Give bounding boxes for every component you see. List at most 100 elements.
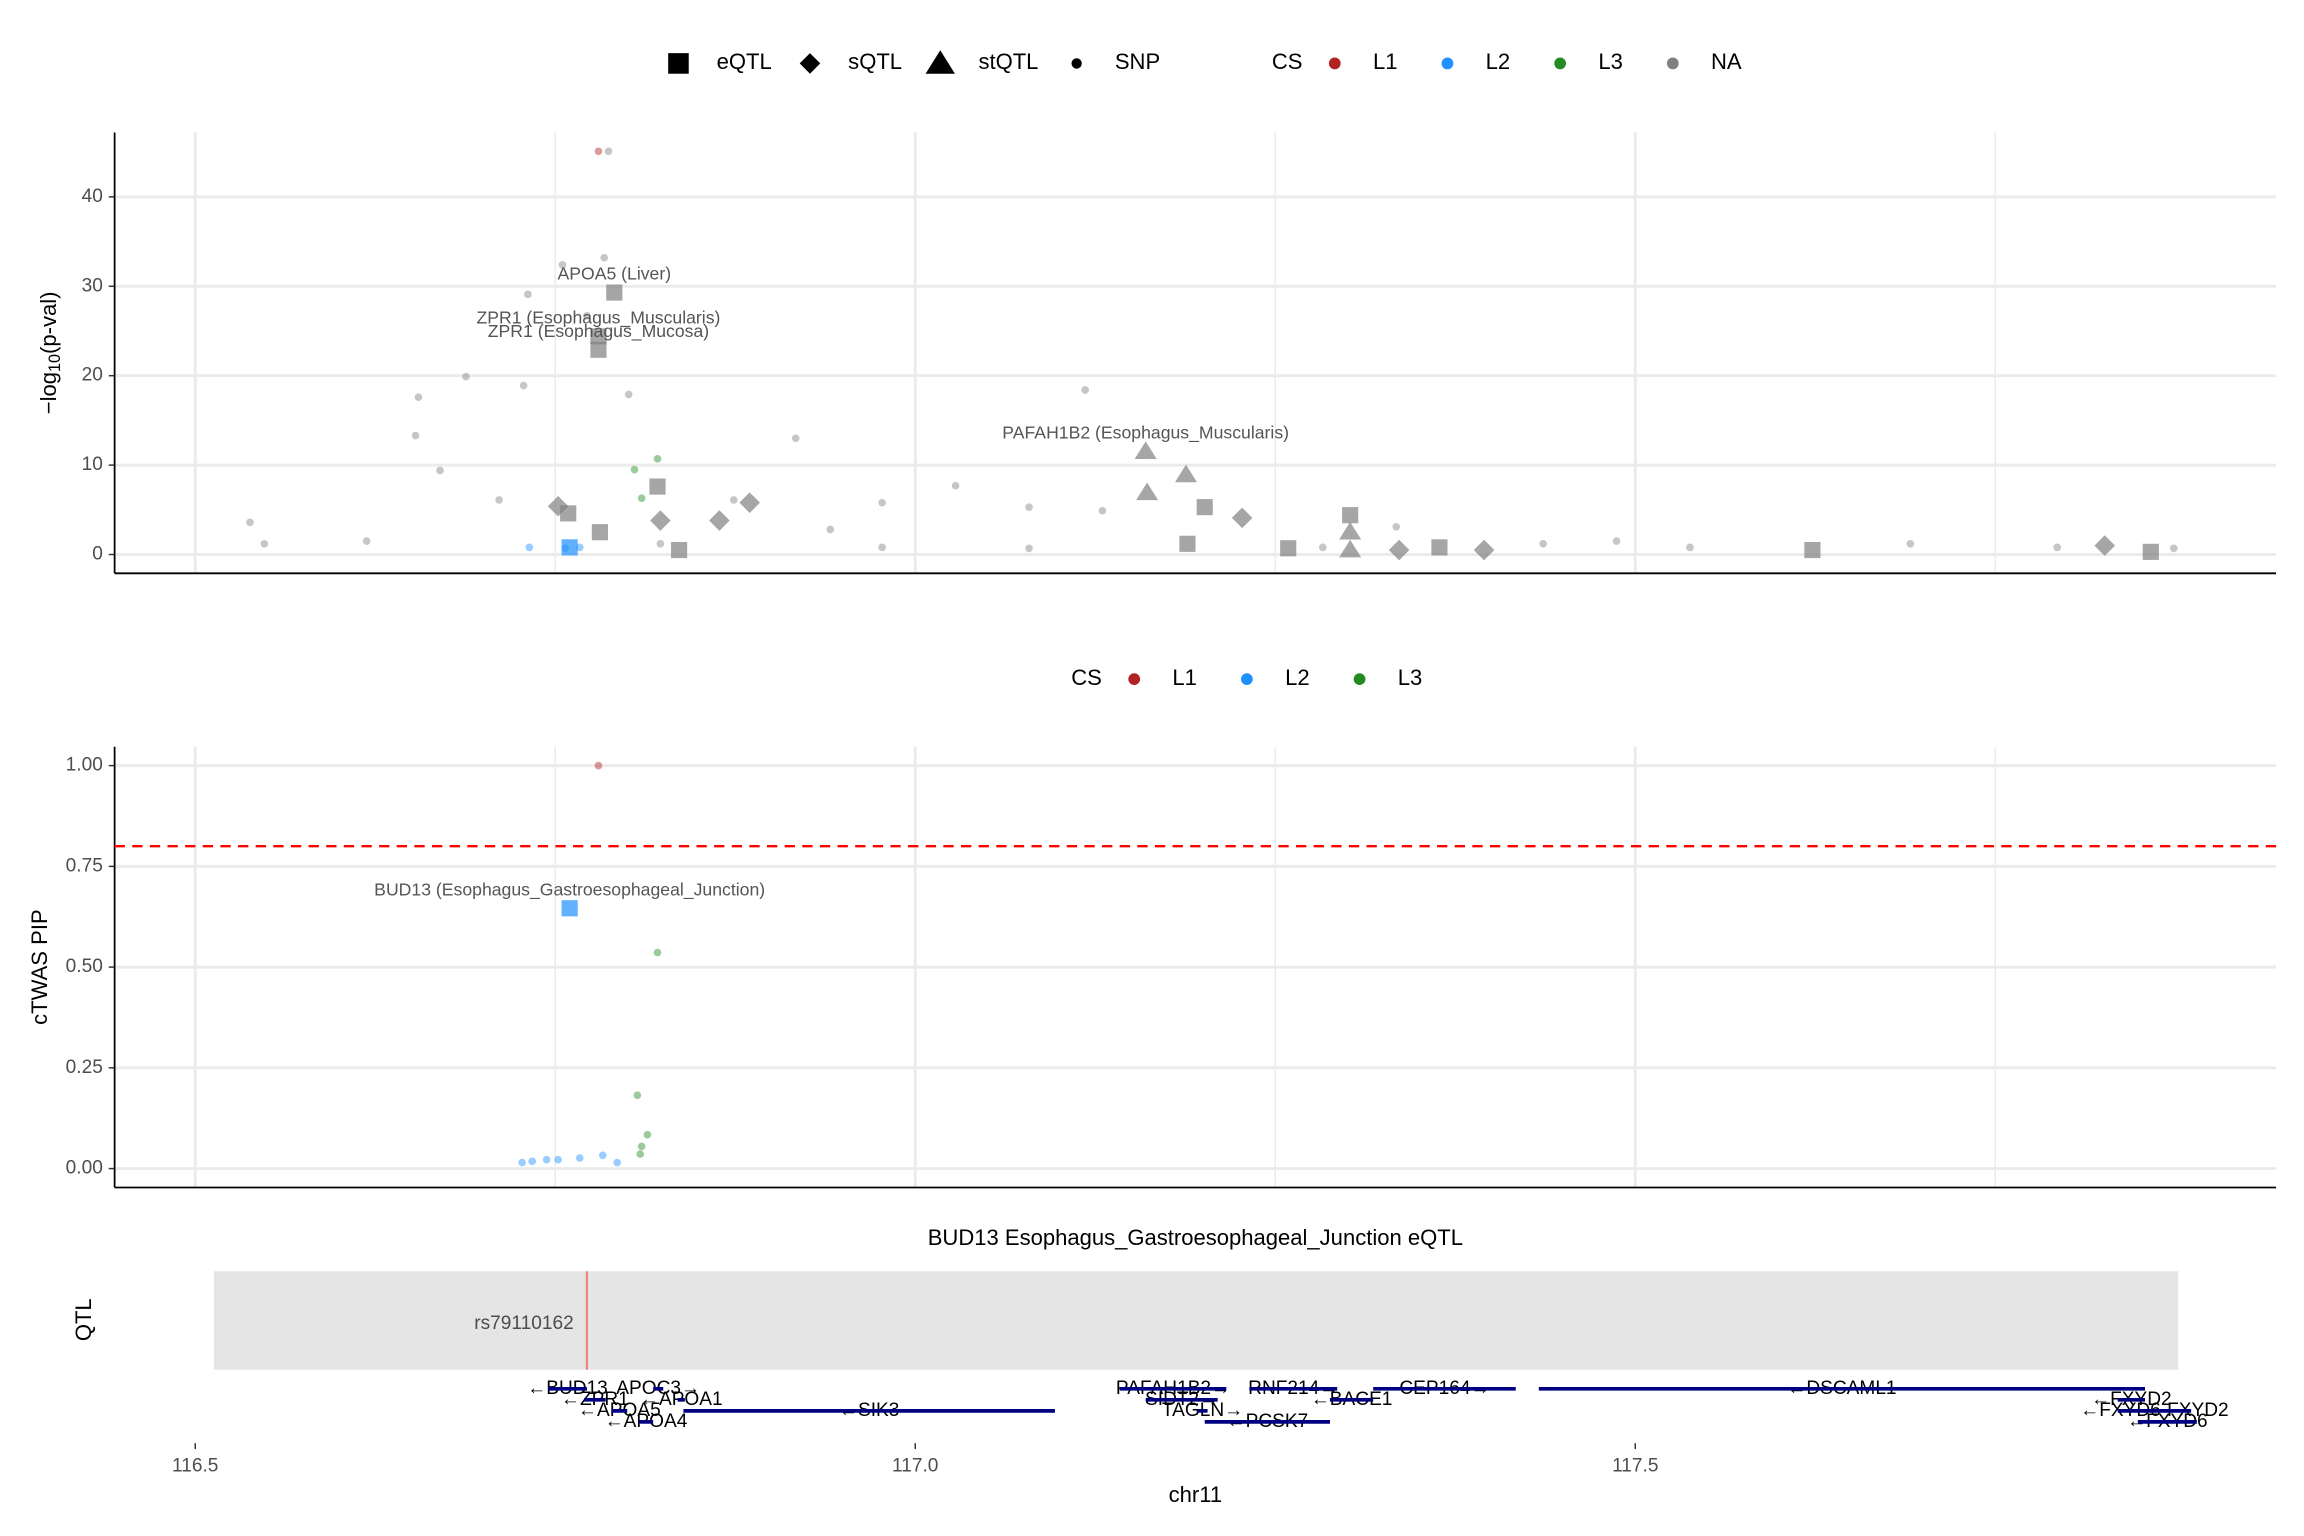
legend-title: CS	[1272, 49, 1303, 74]
sqtl-point	[547, 495, 569, 517]
y-tick-label: 10	[82, 454, 103, 475]
snp-point	[528, 1157, 537, 1166]
legend-label: L2	[1486, 49, 1511, 74]
sqtl-point	[739, 492, 760, 513]
stqtl-point	[1134, 441, 1157, 460]
legend-label: L1	[1373, 49, 1398, 74]
annotation: ZPR1 (Esophagus_Mucosa)	[488, 321, 709, 342]
legend-label: L2	[1285, 665, 1310, 690]
snp-point	[630, 465, 639, 474]
snp-point	[1318, 543, 1327, 552]
annotation: ZPR1 (Esophagus_Muscularis)	[476, 307, 720, 328]
snp-point	[604, 147, 613, 156]
legend-key	[1071, 58, 1082, 69]
x-tick-label: 116.5	[172, 1456, 218, 1477]
legend-key	[1554, 57, 1567, 70]
y-tick-label: 1.00	[66, 755, 103, 776]
snp-point	[462, 372, 470, 381]
legend-label: NA	[1711, 49, 1742, 74]
eqtl-point	[1804, 541, 1821, 559]
legend-key	[1328, 57, 1341, 70]
snp-point	[598, 1151, 607, 1160]
sqtl-point	[650, 510, 671, 531]
panel-title: BUD13 Esophagus_Gastroesophageal_Junctio…	[928, 1225, 1463, 1250]
snp-point	[878, 498, 886, 507]
y-tick-label: 0.25	[66, 1057, 103, 1078]
snp-point	[643, 1130, 652, 1139]
annotation: PAFAH1B2 (Esophagus_Muscularis)	[1002, 423, 1289, 444]
sqtl-point	[1231, 507, 1253, 529]
snp-point	[575, 543, 584, 552]
snp-point	[495, 496, 503, 504]
eqtl-point	[561, 900, 578, 917]
annotation: BUD13 (Esophagus_Gastroesophageal_Juncti…	[374, 879, 765, 900]
legend-label: L3	[1398, 665, 1423, 690]
y-axis-title-part: −log	[36, 372, 61, 414]
snp-point	[826, 525, 835, 534]
snp-point	[583, 311, 591, 320]
legend-title: CS	[1071, 665, 1102, 690]
snp-point	[542, 1155, 551, 1164]
legend-label: L1	[1172, 665, 1197, 690]
snp-point	[878, 543, 886, 552]
snp-point	[518, 1158, 526, 1167]
legend-label: stQTL	[978, 49, 1038, 74]
legend-label: L3	[1598, 49, 1623, 74]
eqtl-point	[671, 541, 688, 559]
y-tick-label: 0.50	[66, 956, 103, 977]
y-tick-label: 20	[82, 365, 103, 386]
snp-point	[1081, 386, 1090, 394]
legend-key	[1241, 673, 1253, 685]
legend: eQTL sQTL stQTL SNP CS L1 L2 L3 NA	[668, 49, 1742, 74]
y-tick-label: 30	[82, 275, 103, 296]
eqtl-point	[590, 328, 607, 345]
snp-point	[653, 455, 662, 463]
eqtl-point	[606, 284, 623, 301]
snp-point	[633, 1091, 642, 1100]
y-tick-label: 0	[92, 544, 103, 565]
snp-point	[260, 539, 269, 548]
legend-key	[668, 53, 689, 74]
snp-label: rs79110162	[474, 1313, 573, 1334]
legend-key	[1441, 57, 1454, 70]
eqtl-point	[591, 524, 608, 541]
sqtl-point	[1388, 539, 1410, 561]
snp-point	[436, 466, 444, 475]
legend-key	[1128, 673, 1141, 685]
eqtl-point	[2142, 543, 2159, 560]
y-tick-label: 40	[82, 186, 103, 207]
snp-point	[362, 537, 371, 545]
y-tick-label: 0.00	[66, 1158, 103, 1179]
snp-point	[2170, 544, 2178, 553]
snp-point	[554, 1155, 562, 1164]
x-tick-label: 117.0	[892, 1456, 938, 1477]
snp-point	[558, 261, 567, 269]
y-axis-title-part: 10	[46, 354, 64, 372]
snp-point	[1025, 503, 1033, 511]
snp-point	[637, 1142, 646, 1151]
snp-point	[575, 1154, 584, 1162]
sqtl-point	[2094, 535, 2116, 556]
snp-point	[1392, 522, 1401, 531]
stqtl-point	[1136, 482, 1159, 501]
snp-point	[637, 494, 646, 503]
x-axis-title: chr11	[1169, 1482, 1222, 1507]
y-axis-title: cTWAS PIP	[27, 909, 52, 1024]
snp-point	[600, 253, 609, 262]
eqtl-point	[1280, 540, 1297, 557]
snp-point	[1539, 539, 1547, 548]
eqtl-point	[1342, 507, 1359, 524]
eqtl-point	[1431, 539, 1448, 556]
snp-point	[414, 393, 423, 401]
x-tick-label: 117.5	[1612, 1456, 1658, 1477]
legend-label: eQTL	[717, 49, 772, 74]
snp-point	[594, 761, 603, 770]
snp-point	[2053, 543, 2062, 552]
y-tick-label: 0.75	[66, 855, 103, 876]
snp-point	[524, 290, 532, 299]
snp-point	[1906, 539, 1915, 548]
legend-key	[799, 53, 821, 74]
snp-point	[246, 518, 254, 527]
snp-point	[1098, 506, 1107, 515]
